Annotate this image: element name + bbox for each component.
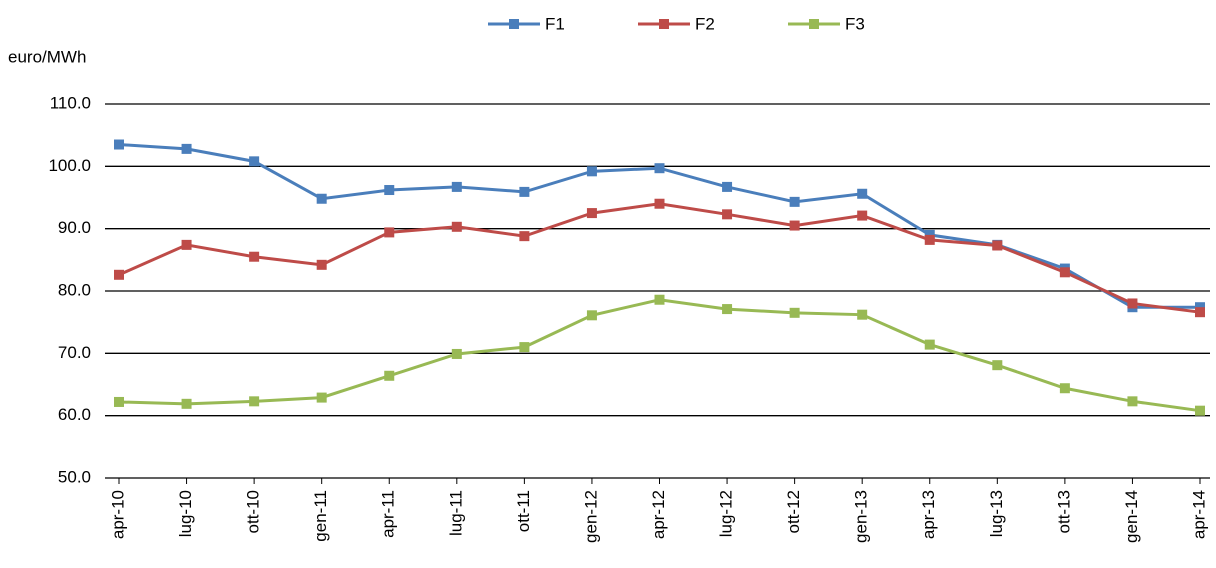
point-marker (181, 143, 192, 154)
legend-marker (659, 19, 669, 29)
point-marker (789, 307, 800, 318)
point-marker (316, 193, 327, 204)
point-marker (114, 269, 124, 280)
point-marker (451, 181, 462, 192)
y-tick-label: 50.0 (58, 467, 91, 486)
x-tick-label: ott-11 (514, 490, 533, 532)
x-tick-label: ott-10 (244, 490, 263, 533)
x-tick-label: gen-11 (311, 490, 330, 542)
point-marker (654, 163, 665, 174)
x-tick-label: gen-13 (852, 490, 871, 543)
point-marker (519, 231, 530, 242)
x-tick-label: gen-14 (1122, 490, 1141, 543)
x-tick-label: apr-13 (919, 490, 938, 539)
point-marker (316, 392, 327, 403)
point-marker (722, 304, 733, 315)
point-marker (654, 294, 665, 305)
point-marker (249, 156, 260, 167)
legend-label: F3 (845, 14, 865, 33)
point-marker (586, 208, 597, 219)
point-marker (722, 209, 733, 220)
x-tick-label: lug-12 (717, 490, 736, 537)
point-marker (451, 348, 462, 359)
point-marker (384, 185, 395, 196)
point-marker (519, 186, 530, 197)
x-tick-label: apr-12 (649, 490, 668, 539)
x-tick-label: lug-13 (987, 490, 1006, 537)
legend-marker (509, 19, 519, 29)
point-marker (316, 259, 327, 270)
point-marker (789, 220, 800, 231)
x-tick-label: lug-10 (176, 490, 195, 537)
point-marker (1127, 298, 1138, 309)
point-marker (586, 310, 597, 321)
x-tick-label: lug-11 (446, 490, 465, 536)
x-tick-label: apr-11 (379, 490, 398, 538)
point-marker (857, 188, 868, 199)
point-marker (924, 234, 935, 245)
point-marker (114, 396, 124, 407)
point-marker (857, 309, 868, 320)
point-marker (789, 196, 800, 207)
point-marker (114, 139, 124, 150)
point-marker (654, 198, 665, 209)
point-marker (451, 221, 462, 232)
x-tick-label: gen-12 (581, 490, 600, 543)
point-marker (249, 396, 260, 407)
point-marker (384, 227, 395, 238)
point-marker (519, 342, 530, 353)
y-tick-label: 90.0 (58, 218, 91, 237)
point-marker (1059, 267, 1070, 278)
y-axis-label: euro/MWh (8, 47, 86, 66)
point-marker (924, 339, 935, 350)
y-tick-label: 60.0 (58, 405, 91, 424)
x-tick-label: ott-12 (784, 490, 803, 533)
legend-label: F1 (545, 14, 565, 33)
point-marker (249, 251, 260, 262)
y-tick-label: 70.0 (58, 343, 91, 362)
point-marker (1127, 396, 1138, 407)
legend-marker (809, 19, 819, 29)
point-marker (857, 210, 868, 221)
point-marker (586, 166, 597, 177)
point-marker (992, 240, 1003, 251)
point-marker (181, 239, 192, 250)
legend-label: F2 (695, 14, 715, 33)
point-marker (1195, 405, 1205, 416)
point-marker (384, 370, 395, 381)
point-marker (1195, 307, 1205, 318)
x-tick-label: apr-14 (1189, 490, 1208, 539)
point-marker (1059, 383, 1070, 394)
y-tick-label: 100.0 (48, 156, 91, 175)
point-marker (992, 360, 1003, 371)
y-tick-label: 80.0 (58, 280, 91, 299)
point-marker (181, 398, 192, 409)
point-marker (722, 181, 733, 192)
x-tick-label: apr-10 (108, 490, 127, 539)
y-tick-label: 110.0 (50, 93, 91, 112)
series-line (118, 298, 1201, 413)
x-tick-label: ott-13 (1054, 490, 1073, 533)
